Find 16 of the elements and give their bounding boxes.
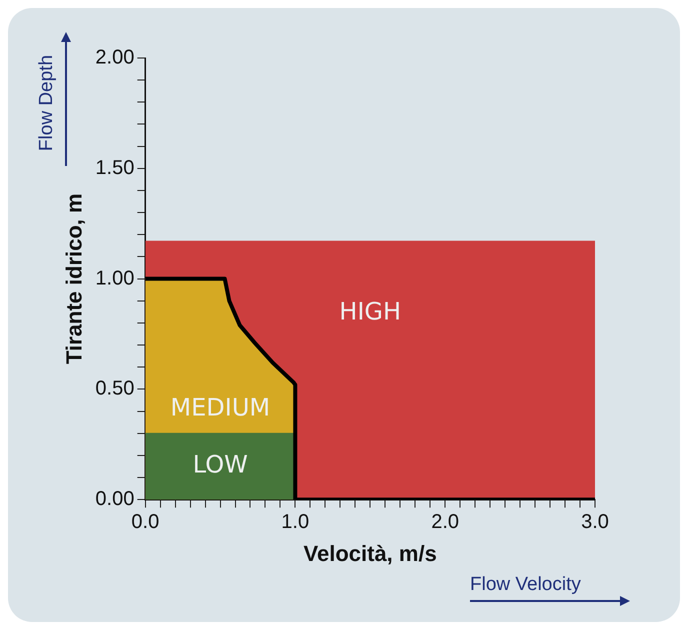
series-label: LOW (192, 450, 248, 479)
y-tick-label: 0.00 (95, 488, 134, 510)
y-tick-label: 0.50 (95, 378, 134, 400)
text: Flow Velocity (470, 574, 582, 596)
y-tick-label: 2.00 (95, 46, 134, 69)
x-axis-title: Velocità, m/s (304, 540, 437, 566)
x-tick-label: 2.0 (431, 511, 460, 534)
y-tick-label: 1.00 (95, 267, 134, 290)
series-label: HIGH (339, 297, 402, 326)
text: Flow Depth (36, 54, 58, 154)
series-label: MEDIUM (170, 393, 270, 422)
x-tick-label: 0.0 (131, 511, 160, 534)
x-tick-label: 3.0 (581, 511, 609, 534)
x-tick-label: 1.0 (281, 511, 310, 534)
y-axis-title: Tirante idrico, m (61, 193, 86, 364)
y-tick-label: 1.50 (95, 156, 134, 179)
